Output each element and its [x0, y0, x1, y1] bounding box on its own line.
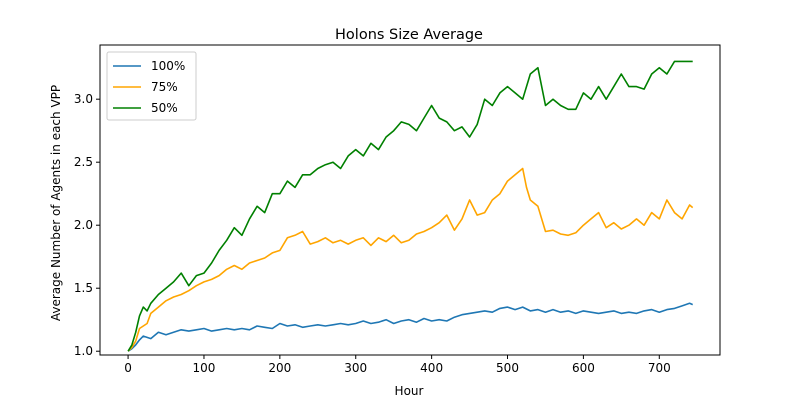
- y-tick-label: 2.5: [74, 155, 93, 169]
- series-line-2: [127, 60, 693, 352]
- x-axis-title: Hour: [395, 384, 424, 398]
- y-tick-label: 1.5: [74, 281, 93, 295]
- legend-label: 100%: [151, 59, 185, 73]
- legend: 100% 75% 50%: [106, 51, 197, 121]
- y-axis-title: Average Number of Agents in each VPP: [49, 85, 63, 321]
- series-line-1: [127, 167, 694, 352]
- axes-frame: [99, 44, 721, 356]
- x-tick-label: 0: [124, 361, 132, 375]
- x-tick-label: 700: [648, 361, 671, 375]
- chart-title: Holons Size Average: [335, 27, 483, 43]
- x-tick-label: 500: [496, 361, 519, 375]
- x-tick-label: 400: [420, 361, 443, 375]
- legend-label: 75%: [151, 80, 178, 94]
- series-line-0: [127, 302, 694, 352]
- x-tick-label: 300: [344, 361, 367, 375]
- legend-label: 50%: [151, 101, 178, 115]
- x-tick-label: 600: [572, 361, 595, 375]
- y-tick-label: 1.0: [74, 344, 93, 358]
- y-tick-label: 3.0: [74, 92, 93, 106]
- x-tick-label: 200: [268, 361, 291, 375]
- plot-area: [127, 60, 694, 352]
- x-tick-label: 100: [193, 361, 216, 375]
- legend-box: [106, 51, 197, 121]
- y-tick-label: 2.0: [74, 218, 93, 232]
- axes: 0 100 200 300 400 500 600 700 1.0 1.5 2.0 2.5 3.0: [74, 44, 721, 375]
